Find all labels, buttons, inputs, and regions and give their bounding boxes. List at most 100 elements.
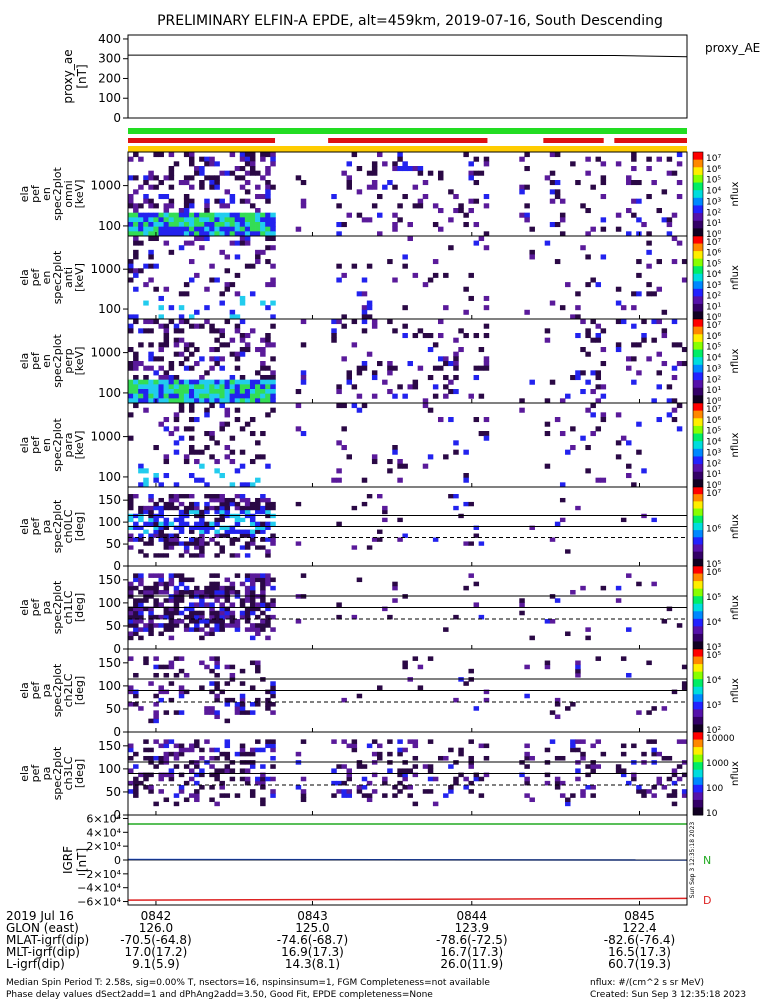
pa-pixel: [199, 509, 205, 515]
spectrogram-pixel: [671, 375, 678, 381]
pa-pixel: [265, 537, 271, 542]
spectrogram-pixel: [270, 184, 276, 190]
spectrogram-pixel: [244, 389, 251, 395]
pa-pixel: [224, 505, 231, 511]
spectrogram-pixel: [214, 389, 220, 395]
pa-pixel: [229, 610, 236, 616]
pa-pixel: [178, 743, 185, 749]
spectrogram-pixel: [239, 217, 246, 223]
spectrogram-pixel: [239, 156, 246, 162]
pa-pixel: [473, 525, 480, 530]
pa-pixel: [473, 706, 480, 711]
spectrogram-pixel: [361, 217, 368, 223]
pa-pixel: [260, 623, 266, 628]
spectrogram-pixel: [468, 295, 474, 301]
pa-pixel: [178, 529, 185, 534]
pa-pixel: [138, 537, 144, 542]
colorbar-tick: 100: [706, 784, 723, 794]
pa-pixel: [244, 533, 251, 538]
spectrogram-pixel: [239, 426, 246, 432]
pa-pixel: [219, 780, 225, 786]
colorbar-tick: 10⁷: [706, 405, 721, 415]
spectrogram-pixel: [244, 222, 251, 228]
spectrogram-pixel: [188, 156, 195, 162]
pa-pixel: [178, 689, 185, 695]
spectrogram-pixel: [631, 379, 637, 385]
spectrogram-pixel: [646, 282, 652, 288]
pa-pixel: [173, 494, 180, 499]
spectrogram-pixel: [128, 412, 134, 418]
spectrogram-pixel: [341, 356, 347, 362]
spectrogram-pixel: [183, 319, 190, 325]
spectrogram-pixel: [204, 198, 210, 204]
pa-pixel: [244, 545, 251, 550]
pa-pixel: [128, 743, 134, 749]
spectrogram-pixel: [468, 161, 474, 167]
spectrogram-pixel: [529, 379, 535, 385]
pa-pixel: [468, 780, 474, 786]
pa-pixel: [260, 529, 266, 534]
ylabel-line: spec2plot: [51, 334, 64, 388]
spectrogram-pixel: [260, 212, 266, 218]
pa-pixel: [138, 505, 144, 511]
pa-pixel: [163, 585, 170, 591]
spectrogram-pixel: [178, 393, 185, 399]
pa-pixel: [620, 768, 627, 773]
spectrogram-pixel: [351, 152, 358, 158]
spectrogram-pixel: [265, 236, 271, 242]
pa-pixel: [143, 660, 149, 666]
spectrogram-pixel: [270, 217, 276, 223]
spectrogram-pixel: [432, 259, 439, 265]
pa-pixel: [219, 602, 225, 607]
pa-pixel: [387, 614, 393, 620]
spectrogram-pixel: [397, 459, 403, 465]
pa-pixel: [168, 751, 175, 757]
spectrogram-pixel: [336, 222, 342, 228]
pa-pixel: [224, 577, 231, 583]
spectrogram-pixel: [351, 319, 358, 325]
spectrogram-pixel: [443, 454, 449, 460]
pa-pixel: [265, 702, 271, 707]
spectrogram-pixel: [600, 361, 607, 367]
spectrogram-pixel: [387, 361, 393, 367]
spectrogram-pixel: [265, 217, 271, 223]
pa-pixel: [168, 521, 175, 527]
spectrogram-pixel: [463, 333, 469, 339]
pa-pixel: [209, 755, 215, 761]
spectrogram-pixel: [229, 375, 236, 381]
spectrogram-pixel: [681, 347, 688, 353]
spectrogram-pixel: [255, 226, 261, 232]
colorbar-segment: [693, 664, 703, 673]
spectrogram-pixel: [437, 417, 444, 423]
ylabel-line: [keV]: [73, 180, 86, 209]
spectrogram-pixel: [178, 217, 185, 223]
spectrogram-pixel: [255, 217, 261, 223]
spectrogram-pixel: [194, 226, 200, 232]
pa-pixel: [148, 619, 154, 624]
spectrogram-pixel: [209, 347, 215, 353]
pa-pixel: [229, 585, 236, 591]
pa-pixel: [417, 664, 424, 670]
colorbar-segment: [693, 266, 703, 275]
spectrogram-pixel: [239, 175, 246, 181]
spectrogram-pixel: [483, 435, 490, 441]
spectrogram-pixel: [214, 161, 220, 167]
pa-pixel: [443, 755, 449, 761]
pa-pixel: [138, 581, 144, 587]
pa-pixel: [209, 764, 215, 769]
spectrogram-pixel: [656, 384, 662, 390]
spectrogram-pixel: [229, 351, 236, 357]
ephem-value: 16.7(17.3): [440, 945, 503, 959]
pa-pixel: [473, 772, 480, 778]
pa-pixel: [575, 664, 581, 670]
pa-pixel: [463, 541, 469, 546]
pa-pixel: [239, 614, 246, 620]
spectrogram-pixel: [453, 194, 459, 200]
spectrogram-pixel: [636, 370, 642, 376]
spectrogram-pixel: [229, 459, 236, 465]
pa-pixel: [544, 747, 551, 753]
spectrogram-pixel: [183, 356, 190, 362]
colorbar-tick: 10³: [706, 643, 721, 653]
spectrogram-pixel: [407, 361, 413, 367]
pa-pixel: [260, 585, 266, 591]
